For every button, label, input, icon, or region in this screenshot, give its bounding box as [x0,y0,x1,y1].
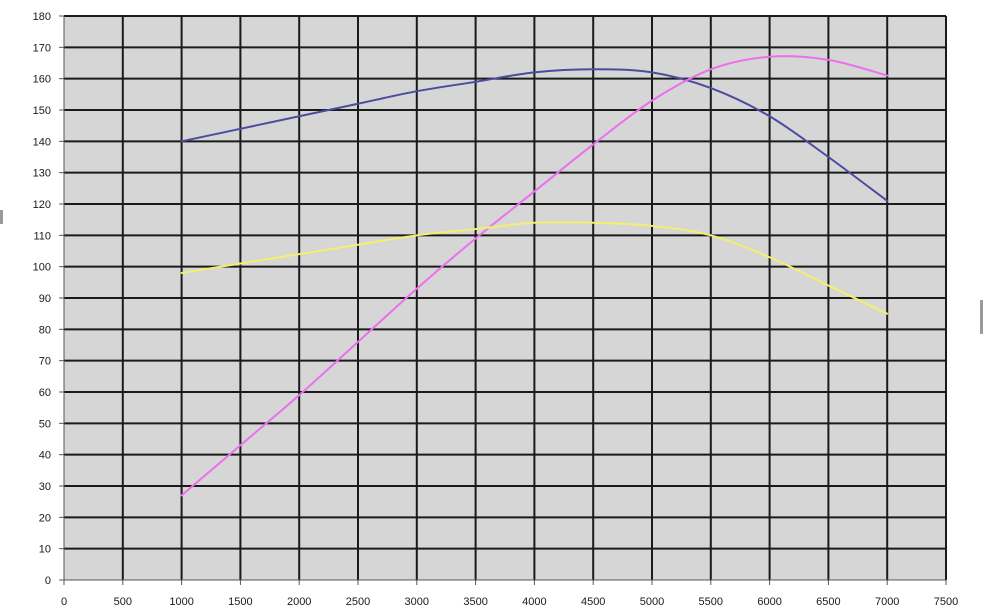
y-tick-label: 50 [39,418,51,430]
y-tick-label: 150 [33,105,51,117]
y-tick-label: 60 [39,387,51,399]
x-tick-label: 500 [114,596,132,608]
y-axis-ticks: 0 10 20 30 40 50 60 70 80 90 100 110 120 130 140 150 160… [33,11,64,587]
y-tick-label: 100 [33,262,51,274]
right-edge-mark [980,300,983,334]
y-tick-label: 20 [39,512,51,524]
x-tick-label: 2500 [346,596,370,608]
x-tick-label: 3000 [405,596,429,608]
y-tick-label: 160 [33,74,51,86]
x-tick-label: 5500 [699,596,723,608]
series-line-2 [180,55,889,497]
horizontal-gridlines [64,15,946,550]
series-lines [180,55,889,497]
y-tick-label: 180 [33,11,51,23]
y-tick-label: 40 [39,450,51,462]
y-tick-label: 140 [33,136,51,148]
x-tick-label: 1500 [228,596,252,608]
x-tick-label: 2000 [287,596,311,608]
x-tick-label: 3500 [463,596,487,608]
x-tick-label: 4000 [522,596,546,608]
x-tick-label: 7500 [934,596,958,608]
x-tick-label: 5000 [640,596,664,608]
x-tick-label: 7000 [875,596,899,608]
series-line-3 [180,221,889,315]
x-tick-label: 1000 [169,596,193,608]
series-line-1 [180,68,889,202]
y-tick-label: 80 [39,324,51,336]
y-tick-label: 30 [39,481,51,493]
x-tick-label: 6000 [757,596,781,608]
y-tick-label: 70 [39,356,51,368]
x-tick-label: 6500 [816,596,840,608]
y-tick-label: 130 [33,168,51,180]
y-tick-label: 0 [45,575,51,587]
y-tick-label: 170 [33,42,51,54]
y-tick-label: 120 [33,199,51,211]
x-tick-label: 0 [61,596,67,608]
y-tick-label: 10 [39,544,51,556]
x-axis-ticks: 0 500 1000 1500 2000 2500 3000 3500 4000 4500 5000… [61,580,958,608]
x-tick-label: 4500 [581,596,605,608]
y-tick-label: 90 [39,293,51,305]
left-edge-mark [0,210,3,224]
y-tick-label: 110 [33,230,51,242]
